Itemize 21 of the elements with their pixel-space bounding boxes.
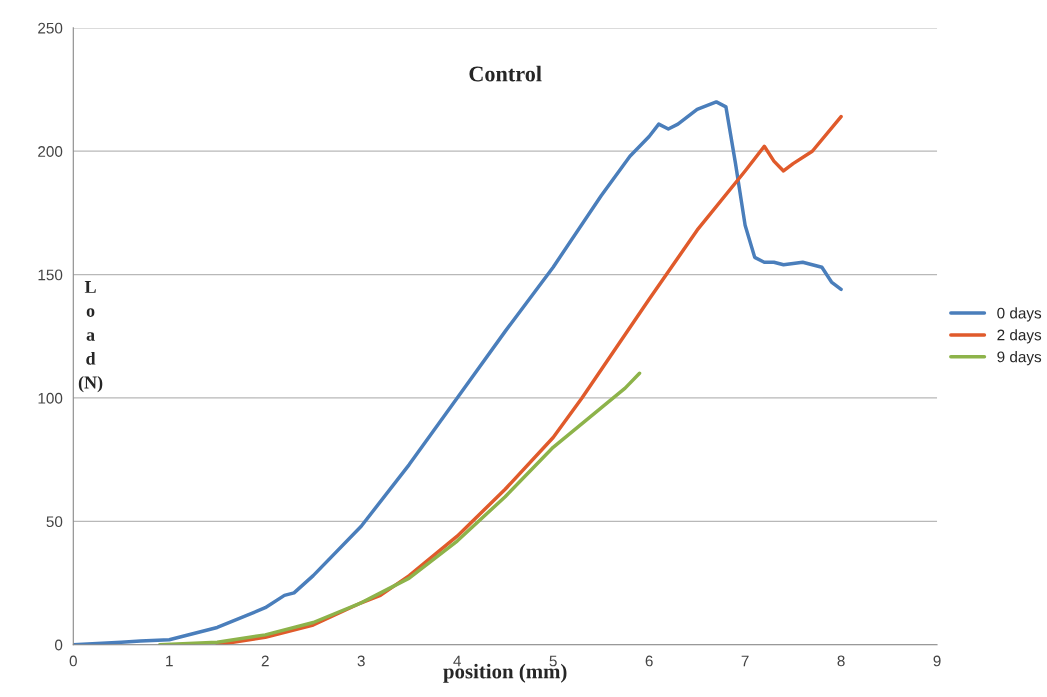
legend-label: 9 days: [997, 351, 1042, 366]
y-axis-title: Load (N): [78, 281, 103, 393]
y-tick-label: 50: [46, 516, 63, 528]
x-tick-label: 1: [166, 655, 173, 667]
x-tick-label: 7: [741, 655, 749, 667]
legend-label: 2 days: [997, 329, 1042, 344]
text: Control: [469, 65, 542, 82]
y-tick-label: 250: [38, 22, 63, 34]
x-tick-label: 9: [933, 655, 941, 667]
x-tick-label: 0: [69, 655, 77, 667]
x-tick-label: 2: [261, 655, 269, 667]
line-series: [73, 100, 843, 645]
y-tick-label: 0: [54, 639, 63, 651]
x-tick-label: 8: [837, 655, 845, 667]
legend-label: 0 days: [997, 307, 1042, 322]
y-tick-label: 150: [38, 269, 63, 281]
x-tick-label: 6: [645, 655, 653, 667]
x-tick-label: 3: [357, 655, 365, 667]
y-tick-label: 100: [38, 392, 63, 404]
y-tick-label: 200: [38, 146, 63, 157]
line-series: [157, 371, 642, 645]
